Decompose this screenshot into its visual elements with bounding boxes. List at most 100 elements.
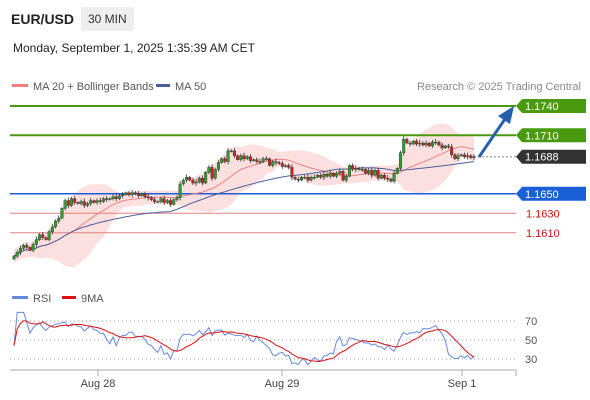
candle-body-up xyxy=(108,198,112,200)
candle-body-down xyxy=(236,155,240,160)
rsi-ma-legend-swatch xyxy=(62,296,76,299)
candle xyxy=(25,242,29,250)
candle xyxy=(121,192,125,199)
candle-body-up xyxy=(197,177,201,183)
candle xyxy=(469,154,473,160)
candle xyxy=(15,250,19,259)
candle-body-down xyxy=(453,154,457,159)
candle-body-up xyxy=(47,231,51,240)
candle xyxy=(319,173,323,180)
candle-body-up xyxy=(338,171,342,174)
candle xyxy=(347,164,351,178)
candle xyxy=(44,236,48,241)
rsi-ma-line xyxy=(13,320,475,363)
candle-body-down xyxy=(331,173,335,177)
candle-body-up xyxy=(63,200,67,209)
candle xyxy=(57,215,61,224)
candle xyxy=(446,143,450,149)
candle xyxy=(328,170,332,179)
candle-body-down xyxy=(44,237,48,240)
candle-body-down xyxy=(296,178,300,181)
candle xyxy=(287,163,291,170)
candle xyxy=(437,140,441,147)
candle-body-down xyxy=(191,179,195,184)
candle-body-up xyxy=(216,162,220,170)
candle-body-up xyxy=(312,176,316,179)
candle xyxy=(236,154,240,161)
candle xyxy=(143,191,147,199)
candle xyxy=(411,139,415,146)
candle xyxy=(239,153,243,162)
candle xyxy=(367,168,371,176)
candle xyxy=(111,194,115,201)
candle-body-up xyxy=(159,198,163,202)
candle-body-up xyxy=(101,198,105,202)
candle-body-down xyxy=(146,196,150,198)
candle xyxy=(472,154,476,161)
candle xyxy=(34,236,38,248)
candle-body-up xyxy=(184,176,188,181)
candle-body-down xyxy=(383,175,387,179)
candle-body-up xyxy=(31,244,35,251)
candle-body-down xyxy=(82,201,86,206)
candle xyxy=(252,158,256,162)
candle xyxy=(405,137,409,145)
candle xyxy=(181,178,185,186)
x-tick-label: Aug 29 xyxy=(265,378,300,390)
candle-body-up xyxy=(303,176,307,179)
candle xyxy=(127,190,131,197)
candle xyxy=(376,167,380,181)
candle xyxy=(430,139,434,148)
candle-body-up xyxy=(284,165,288,167)
candle xyxy=(309,175,313,182)
candle-body-down xyxy=(287,165,291,168)
candle xyxy=(50,223,54,235)
candle-body-up xyxy=(229,150,233,153)
candle-body-down xyxy=(427,142,431,147)
candle-body-down xyxy=(133,192,137,194)
candle-body-down xyxy=(188,176,192,181)
candle xyxy=(459,153,463,157)
ma50-legend-swatch xyxy=(156,84,170,87)
candle xyxy=(133,191,137,196)
price-level-tags: 1.1740 1.1710 1.1688 1.1650 1.1630 1.1610 xyxy=(516,99,586,240)
candle-body-down xyxy=(421,142,425,146)
candle xyxy=(197,176,201,184)
candle xyxy=(18,245,22,256)
candle xyxy=(415,138,419,146)
rsi-tick-label-70: 70 xyxy=(525,316,537,328)
candle-body-down xyxy=(143,193,147,197)
rsi-ma-legend-label: 9MA xyxy=(81,293,104,305)
timeframe-badge[interactable]: 30 MIN xyxy=(81,7,134,31)
candle-body-up xyxy=(204,172,208,184)
candle-body-down xyxy=(341,171,345,181)
candle xyxy=(408,140,412,147)
candle-body-up xyxy=(175,197,179,200)
candle-body-down xyxy=(389,178,393,182)
candle-body-down xyxy=(363,169,367,174)
candle xyxy=(210,164,214,181)
candle-body-up xyxy=(261,158,265,162)
candle-body-up xyxy=(213,169,217,179)
candle-body-up xyxy=(220,158,224,163)
candle-body-down xyxy=(306,176,310,181)
forecast-arrow-shaft xyxy=(477,118,507,158)
candle-body-up xyxy=(347,165,351,177)
candle-body-up xyxy=(309,176,313,181)
candle-body-up xyxy=(50,226,54,232)
candle-body-down xyxy=(274,161,278,163)
candle xyxy=(124,191,128,196)
candle xyxy=(226,147,230,165)
candle-body-down xyxy=(223,158,227,162)
candle-body-up xyxy=(54,220,58,228)
candle xyxy=(101,196,105,204)
candle xyxy=(149,195,153,202)
candle xyxy=(450,143,454,158)
candle-body-up xyxy=(85,203,89,206)
candle xyxy=(207,165,211,175)
candle xyxy=(418,139,422,147)
candle xyxy=(296,176,300,183)
candle xyxy=(354,165,358,173)
candle-body-up xyxy=(124,192,128,195)
candle xyxy=(271,159,275,168)
